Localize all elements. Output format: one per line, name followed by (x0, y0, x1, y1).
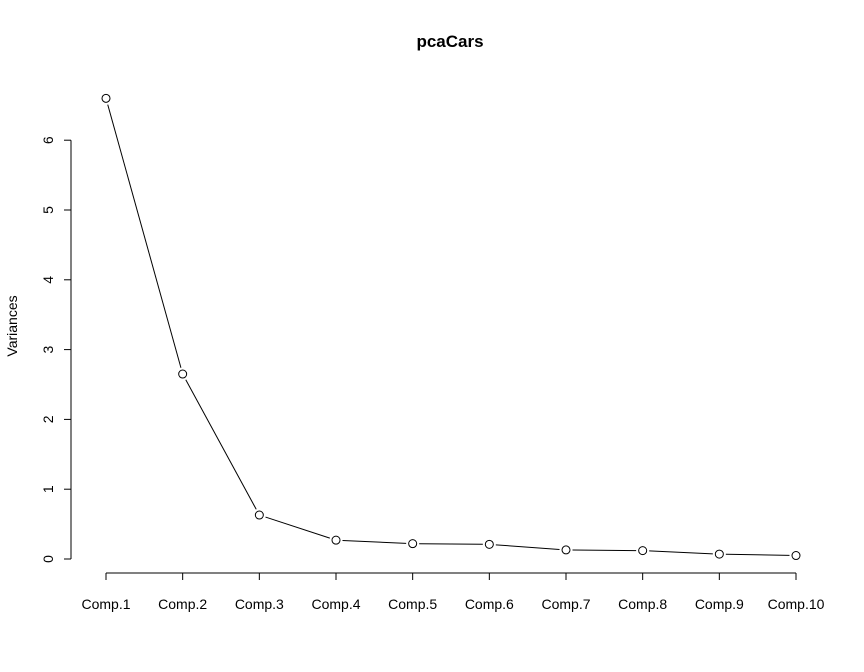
data-point (638, 546, 648, 556)
y-tick-label: 3 (40, 345, 56, 353)
data-point (714, 549, 724, 559)
data-point (408, 539, 418, 549)
variance-series (101, 93, 801, 561)
y-axis: 0 1 2 3 4 5 6 (40, 136, 72, 563)
x-tick-label: Comp.5 (388, 596, 437, 612)
series-segment (649, 550, 713, 555)
x-tick-label: Comp.10 (768, 596, 825, 612)
y-tick-label: 6 (40, 136, 56, 144)
series-segment (107, 104, 182, 368)
data-point (101, 93, 111, 103)
series-segment (495, 544, 560, 550)
x-tick-label: Comp.4 (311, 596, 360, 612)
data-point (561, 545, 571, 555)
y-axis-label: Variances (4, 295, 20, 356)
y-tick-label: 5 (40, 206, 56, 214)
x-axis: Comp.1 Comp.2 Comp.3 Comp.4 Comp.5 Comp.6 Comp… (81, 572, 825, 612)
x-tick-label: Comp.9 (695, 596, 744, 612)
series-segment (725, 553, 790, 556)
series-segment (419, 543, 483, 545)
y-tick-label: 1 (40, 485, 56, 493)
x-tick-label: Comp.3 (235, 596, 284, 612)
series-segment (185, 379, 257, 510)
x-tick-label: Comp.7 (541, 596, 590, 612)
data-point (178, 369, 188, 379)
series-segment (572, 549, 637, 552)
data-point (484, 539, 494, 549)
x-tick-label: Comp.2 (158, 596, 207, 612)
series-segment (342, 539, 407, 544)
y-tick-label: 2 (40, 415, 56, 423)
data-point (791, 551, 801, 561)
data-point (254, 510, 264, 520)
x-tick-label: Comp.1 (81, 596, 130, 612)
data-point (331, 535, 341, 545)
chart-title: pcaCars (416, 32, 483, 51)
y-tick-label: 0 (40, 555, 56, 563)
x-tick-label: Comp.6 (465, 596, 514, 612)
x-tick-label: Comp.8 (618, 596, 667, 612)
series-segment (265, 516, 330, 539)
y-tick-label: 4 (40, 276, 56, 284)
